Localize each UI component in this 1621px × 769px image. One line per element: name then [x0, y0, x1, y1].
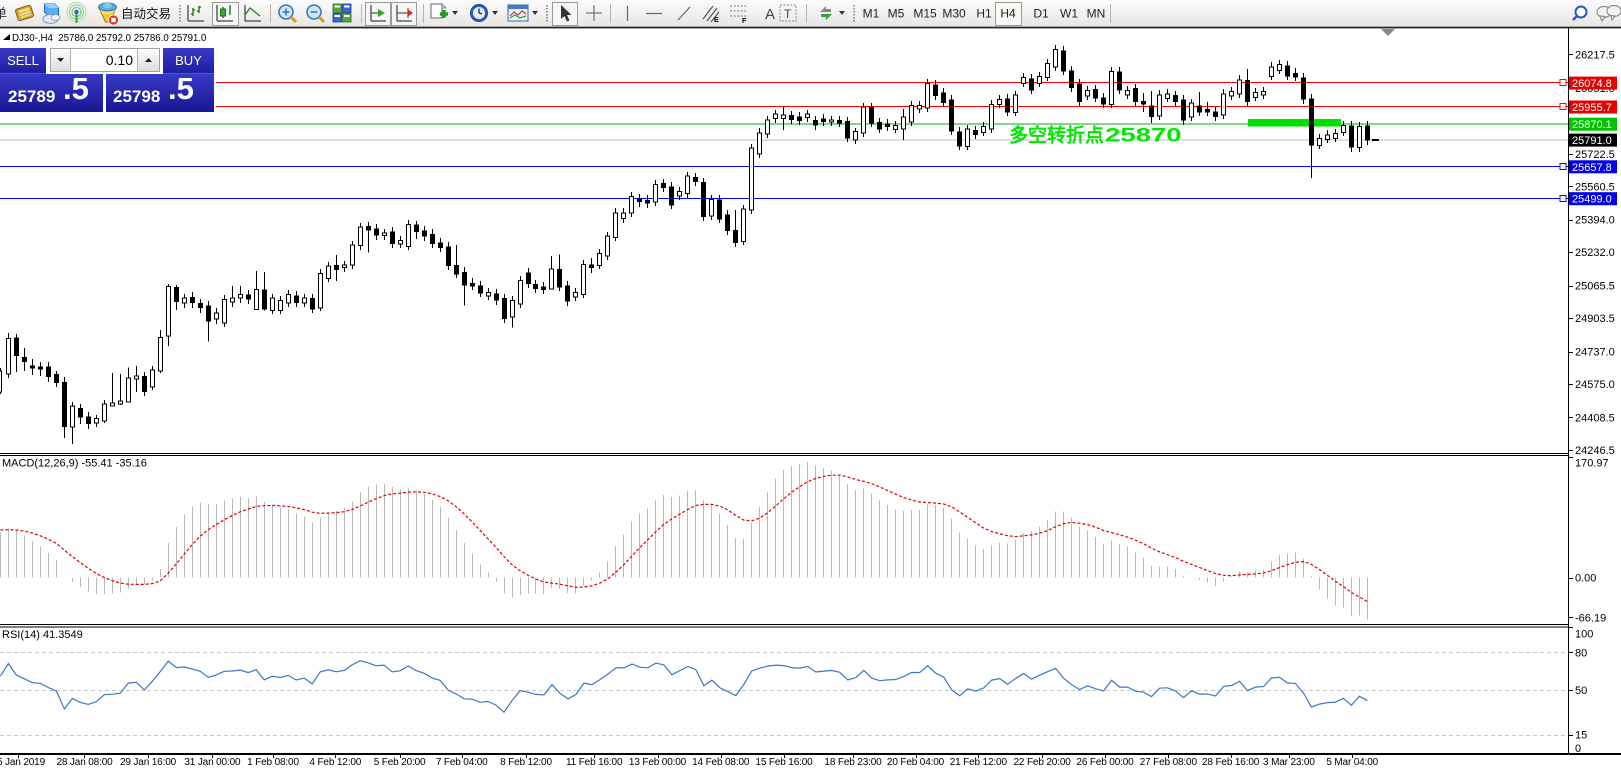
- svg-text:F: F: [742, 18, 747, 25]
- svg-text:5 Mar 04:00: 5 Mar 04:00: [1326, 757, 1378, 768]
- svg-text:80: 80: [1575, 647, 1587, 659]
- svg-text:24246.5: 24246.5: [1575, 445, 1615, 457]
- svg-text:50: 50: [1575, 685, 1587, 697]
- svg-text:0: 0: [1575, 743, 1581, 755]
- svg-text:多空转折点: 多空转折点: [1009, 124, 1104, 147]
- svg-text:自动交易: 自动交易: [121, 6, 171, 21]
- svg-text:E: E: [714, 17, 719, 24]
- svg-text:25499.0: 25499.0: [1572, 194, 1612, 206]
- svg-text:24737.0: 24737.0: [1575, 347, 1615, 359]
- svg-text:26 Feb 00:00: 26 Feb 00:00: [1076, 757, 1134, 768]
- svg-text:15 Feb 16:00: 15 Feb 16:00: [755, 757, 813, 768]
- svg-text:RSI(14) 41.3549: RSI(14) 41.3549: [2, 629, 83, 641]
- svg-text:22 Feb 20:00: 22 Feb 20:00: [1014, 757, 1072, 768]
- svg-text:M15: M15: [913, 7, 937, 21]
- svg-text:3 Mar 23:00: 3 Mar 23:00: [1263, 757, 1315, 768]
- svg-text:31 Jan 00:00: 31 Jan 00:00: [184, 757, 241, 768]
- svg-text:28 Feb 16:00: 28 Feb 16:00: [1202, 757, 1260, 768]
- svg-text:M30: M30: [942, 7, 966, 21]
- svg-text:25657.8: 25657.8: [1572, 162, 1612, 174]
- svg-text:18 Feb 23:00: 18 Feb 23:00: [824, 757, 882, 768]
- svg-text:26217.5: 26217.5: [1575, 50, 1615, 62]
- svg-text:DJ30-,H4 25786.0 25792.0 2578: DJ30-,H4 25786.0 25792.0 25786.0 25791.0: [12, 33, 207, 44]
- svg-text:M5: M5: [888, 7, 905, 21]
- svg-text:25870.1: 25870.1: [1572, 119, 1612, 131]
- svg-text:25955.7: 25955.7: [1572, 102, 1612, 114]
- svg-text:A: A: [765, 6, 775, 23]
- svg-text:5 Feb 20:00: 5 Feb 20:00: [374, 757, 426, 768]
- svg-text:24903.5: 24903.5: [1575, 313, 1615, 325]
- svg-text:21 Feb 12:00: 21 Feb 12:00: [950, 757, 1008, 768]
- svg-text:MN: MN: [1087, 7, 1106, 21]
- svg-text:26074.8: 26074.8: [1572, 78, 1612, 90]
- svg-text:4 Feb 12:00: 4 Feb 12:00: [309, 757, 361, 768]
- svg-text:25791.0: 25791.0: [1572, 135, 1612, 147]
- svg-text:-66.19: -66.19: [1575, 612, 1606, 624]
- svg-text:7 Feb 04:00: 7 Feb 04:00: [436, 757, 488, 768]
- svg-text:H1: H1: [976, 7, 992, 21]
- svg-text:20 Feb 04:00: 20 Feb 04:00: [887, 757, 945, 768]
- svg-text:MACD(12,26,9) -55.41 -35.16: MACD(12,26,9) -55.41 -35.16: [2, 458, 147, 470]
- svg-text:D1: D1: [1033, 7, 1049, 21]
- svg-text:8 Feb 12:00: 8 Feb 12:00: [500, 757, 552, 768]
- svg-text:5 Jan 2019: 5 Jan 2019: [0, 757, 46, 768]
- svg-text:27 Feb 08:00: 27 Feb 08:00: [1140, 757, 1198, 768]
- svg-text:25870: 25870: [1105, 125, 1182, 146]
- svg-text:W1: W1: [1060, 7, 1078, 21]
- svg-text:单: 单: [0, 6, 7, 21]
- svg-text:28 Jan 08:00: 28 Jan 08:00: [56, 757, 113, 768]
- svg-text:0.00: 0.00: [1575, 573, 1596, 585]
- svg-text:25560.5: 25560.5: [1575, 181, 1615, 193]
- svg-text:15: 15: [1575, 730, 1587, 742]
- svg-text:1 Feb 08:00: 1 Feb 08:00: [247, 757, 299, 768]
- svg-text:25065.5: 25065.5: [1575, 281, 1615, 293]
- svg-text:M1: M1: [863, 7, 880, 21]
- svg-text:25394.0: 25394.0: [1575, 215, 1615, 227]
- svg-text:25232.0: 25232.0: [1575, 247, 1615, 259]
- svg-text:11 Feb 16:00: 11 Feb 16:00: [566, 757, 623, 768]
- svg-text:24575.0: 24575.0: [1575, 379, 1615, 391]
- svg-text:14 Feb 08:00: 14 Feb 08:00: [692, 757, 750, 768]
- svg-text:T: T: [784, 7, 792, 21]
- svg-text:100: 100: [1575, 628, 1593, 640]
- svg-text:170.97: 170.97: [1575, 458, 1609, 470]
- svg-text:24408.5: 24408.5: [1575, 412, 1615, 424]
- svg-text:H4: H4: [1000, 7, 1016, 21]
- svg-text:25722.5: 25722.5: [1575, 149, 1615, 161]
- svg-text:29 Jan 16:00: 29 Jan 16:00: [120, 757, 177, 768]
- svg-text:13 Feb 00:00: 13 Feb 00:00: [629, 757, 687, 768]
